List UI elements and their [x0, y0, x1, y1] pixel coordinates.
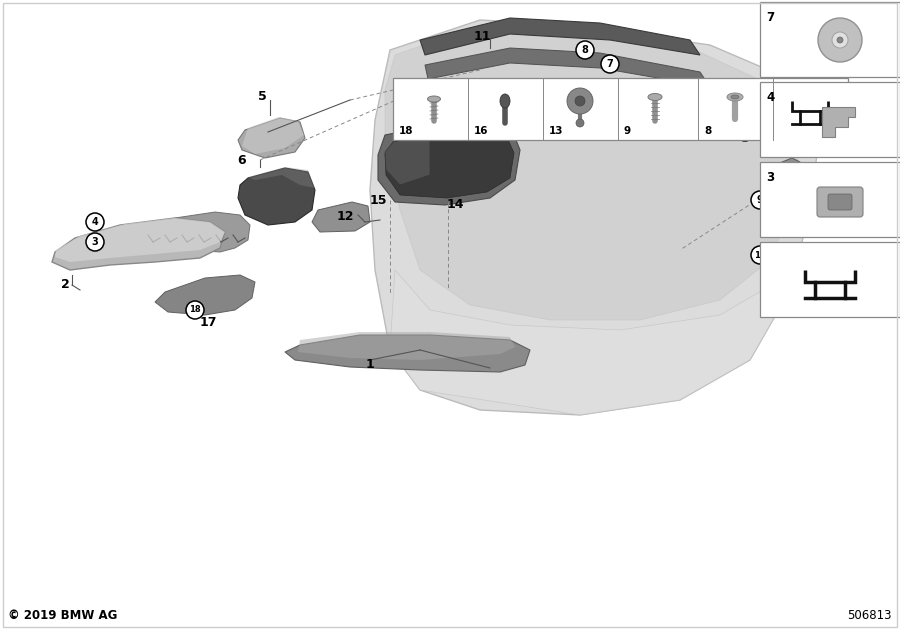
Circle shape — [576, 119, 584, 127]
Circle shape — [751, 246, 769, 264]
Text: 8: 8 — [704, 126, 711, 136]
FancyBboxPatch shape — [828, 194, 852, 210]
Polygon shape — [385, 25, 800, 320]
Text: 18: 18 — [399, 126, 413, 136]
Text: 3: 3 — [92, 237, 98, 247]
Circle shape — [837, 37, 843, 43]
Ellipse shape — [648, 93, 662, 101]
Polygon shape — [238, 118, 305, 158]
Ellipse shape — [727, 93, 743, 101]
Text: 9: 9 — [757, 195, 763, 205]
Circle shape — [663, 81, 681, 99]
Polygon shape — [385, 135, 430, 185]
Circle shape — [601, 55, 619, 73]
Polygon shape — [55, 218, 225, 262]
Text: 12: 12 — [337, 210, 354, 224]
Text: 10: 10 — [830, 161, 848, 175]
Text: 5: 5 — [257, 91, 266, 103]
Text: © 2019 BMW AG: © 2019 BMW AG — [8, 609, 117, 622]
Polygon shape — [370, 20, 820, 415]
Text: 8: 8 — [687, 99, 693, 109]
Ellipse shape — [428, 96, 440, 102]
Polygon shape — [242, 117, 304, 154]
Text: 4: 4 — [766, 91, 774, 104]
Polygon shape — [420, 18, 700, 55]
Text: 9: 9 — [742, 127, 749, 137]
Text: 506813: 506813 — [848, 609, 892, 622]
Text: 14: 14 — [446, 198, 464, 212]
Text: 13: 13 — [754, 251, 766, 260]
Circle shape — [186, 301, 204, 319]
Text: 7: 7 — [607, 59, 614, 69]
Circle shape — [86, 213, 104, 231]
Polygon shape — [425, 48, 710, 87]
Polygon shape — [285, 335, 530, 372]
Circle shape — [576, 41, 594, 59]
Polygon shape — [385, 128, 514, 198]
Text: 2: 2 — [60, 278, 69, 292]
Ellipse shape — [731, 95, 739, 99]
Polygon shape — [312, 202, 370, 232]
Text: 13: 13 — [549, 126, 563, 136]
Text: 17: 17 — [199, 316, 217, 328]
Bar — [760, 82, 900, 157]
Circle shape — [681, 95, 699, 113]
Text: 11: 11 — [473, 30, 491, 43]
Circle shape — [751, 191, 769, 209]
FancyBboxPatch shape — [817, 187, 863, 217]
Polygon shape — [52, 218, 225, 270]
Polygon shape — [155, 275, 255, 315]
Circle shape — [832, 32, 848, 48]
Polygon shape — [770, 158, 800, 183]
Text: 1: 1 — [365, 358, 374, 372]
Text: 18: 18 — [189, 306, 201, 314]
Text: 9: 9 — [624, 126, 631, 136]
Text: 3: 3 — [766, 171, 774, 184]
Bar — [760, 2, 900, 77]
Polygon shape — [822, 107, 855, 137]
Polygon shape — [378, 120, 520, 205]
Bar — [760, 242, 900, 317]
Polygon shape — [238, 168, 315, 225]
Circle shape — [818, 18, 862, 62]
Text: 8: 8 — [581, 45, 589, 55]
Text: 7: 7 — [766, 11, 774, 24]
Text: 4: 4 — [92, 217, 98, 227]
Circle shape — [575, 96, 585, 106]
Circle shape — [736, 123, 754, 141]
Bar — [393, 78, 848, 140]
Circle shape — [567, 88, 593, 114]
Circle shape — [86, 233, 104, 251]
Text: 16: 16 — [666, 86, 678, 94]
Polygon shape — [390, 270, 790, 415]
Polygon shape — [130, 212, 250, 252]
Polygon shape — [248, 167, 315, 188]
Ellipse shape — [500, 94, 510, 108]
Polygon shape — [298, 332, 515, 360]
Text: 16: 16 — [474, 126, 489, 136]
Text: 6: 6 — [238, 154, 247, 166]
Bar — [760, 162, 900, 237]
Text: 15: 15 — [369, 193, 387, 207]
